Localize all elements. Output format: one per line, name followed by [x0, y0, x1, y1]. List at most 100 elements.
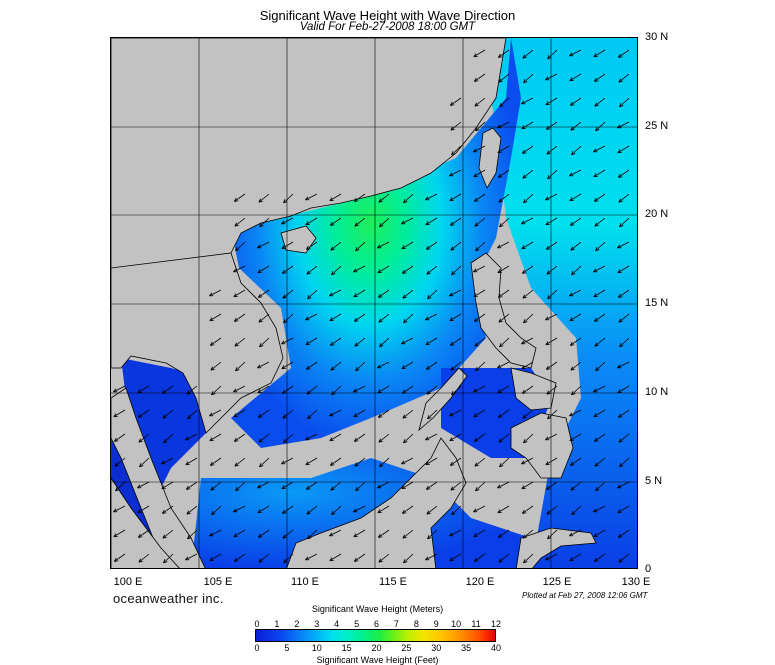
wave-arrow [401, 217, 414, 225]
wave-arrow [353, 385, 366, 393]
wave-arrow [306, 481, 318, 490]
wave-arrow [618, 73, 630, 83]
wave-arrow-head [498, 318, 502, 323]
wave-arrow-head [283, 321, 288, 324]
wave-arrow [425, 337, 438, 346]
wave-arrow-head [138, 536, 143, 538]
wave-arrow-head [329, 317, 333, 321]
wave-arrow-head [546, 390, 550, 395]
wave-arrow [306, 385, 318, 395]
wave-arrow [594, 73, 606, 82]
wave-arrow [115, 481, 126, 492]
wave-arrow-head [233, 508, 237, 513]
wave-arrow [449, 409, 462, 417]
wave-arrow-head [547, 177, 552, 180]
wave-arrow-head [257, 484, 261, 489]
wave-arrow-head [595, 247, 598, 252]
wave-arrow [522, 385, 534, 394]
wave-arrow [593, 145, 606, 153]
wave-arrow [234, 217, 246, 227]
wave-arrow [282, 409, 294, 419]
wave-arrow-head [521, 245, 525, 249]
wave-arrow [113, 409, 126, 418]
wave-arrow-head [330, 224, 335, 226]
wave-arrow-head [137, 484, 141, 489]
wave-arrow-head [523, 199, 526, 204]
wave-arrow [521, 457, 534, 465]
wave-arrow-head [259, 223, 262, 228]
wave-arrow-head [450, 246, 454, 251]
wave-arrow-head [379, 223, 382, 228]
wave-arrow [161, 481, 174, 490]
wave-arrow-head [474, 344, 479, 347]
wave-arrow [258, 409, 270, 418]
wave-arrow-head [522, 296, 527, 299]
wave-arrow-head [329, 532, 333, 537]
wave-arrow [497, 385, 510, 394]
wave-arrow-head [258, 318, 262, 323]
wave-arrow [474, 433, 486, 442]
wave-arrow-head [235, 247, 238, 252]
wave-arrow [497, 241, 510, 249]
wave-arrow [209, 313, 222, 322]
wave-arrow-head [138, 558, 142, 563]
wave-arrow-head [426, 368, 431, 370]
wave-arrow-head [617, 269, 621, 273]
wave-arrow-head [401, 365, 405, 369]
wave-arrow-head [354, 344, 359, 347]
wave-arrow-head [450, 126, 454, 131]
wave-arrow-head [547, 295, 550, 300]
wave-arrow [425, 313, 438, 321]
colorbar-title-feet: Significant Wave Height (Feet) [316, 655, 439, 665]
wave-arrow [354, 433, 366, 442]
colorbar-meters-tick: 0 [254, 619, 260, 629]
wave-arrow [259, 457, 270, 468]
wave-arrow [449, 553, 462, 562]
wave-arrow-head [569, 292, 573, 297]
wave-arrow [569, 169, 582, 177]
wave-arrow [185, 433, 198, 441]
wave-arrow-head [353, 508, 357, 513]
wave-arrow-head [474, 222, 478, 227]
wave-arrow [378, 409, 390, 418]
wave-arrow [546, 265, 558, 275]
wave-arrow-head [593, 148, 597, 153]
colorbar-meters-tick: 8 [413, 619, 419, 629]
wave-arrow [497, 265, 510, 274]
colorbar-feet-tick: 20 [371, 643, 382, 653]
wave-arrow [281, 241, 294, 250]
wave-arrow-head [618, 413, 621, 418]
wave-arrow-head [234, 464, 239, 467]
wave-arrow-head [138, 533, 141, 538]
wave-arrow-head [281, 365, 285, 369]
colorbar-meters-tick: 4 [334, 619, 340, 629]
wave-arrow-head [546, 245, 549, 250]
wave-arrow-head [473, 268, 477, 273]
wave-arrow-head [282, 416, 287, 419]
wave-arrow-head [330, 461, 333, 466]
wave-arrow [571, 265, 582, 276]
wave-arrow-head [283, 441, 288, 444]
wave-arrow [305, 457, 318, 466]
wave-arrow-head [618, 200, 623, 203]
wave-arrow [257, 481, 270, 489]
wave-arrow [570, 481, 582, 491]
wave-arrow-head [594, 560, 599, 562]
wave-arrow-head [571, 391, 574, 396]
wave-arrow [163, 433, 174, 444]
wave-arrow-head [402, 512, 407, 514]
wave-arrow-head [474, 104, 479, 107]
wave-arrow-head [497, 364, 501, 369]
wave-arrow [474, 457, 486, 467]
wave-arrow [474, 73, 486, 82]
wave-arrow [546, 361, 558, 370]
wave-arrow-head [451, 513, 456, 516]
wave-arrow-head [570, 464, 575, 466]
wave-arrow [593, 529, 606, 538]
wave-arrow [113, 385, 126, 393]
wave-arrow-head [474, 557, 477, 562]
wave-arrow [354, 457, 366, 467]
wave-arrow [475, 361, 486, 372]
wave-arrow-head [569, 437, 573, 441]
wave-arrow [522, 145, 534, 154]
